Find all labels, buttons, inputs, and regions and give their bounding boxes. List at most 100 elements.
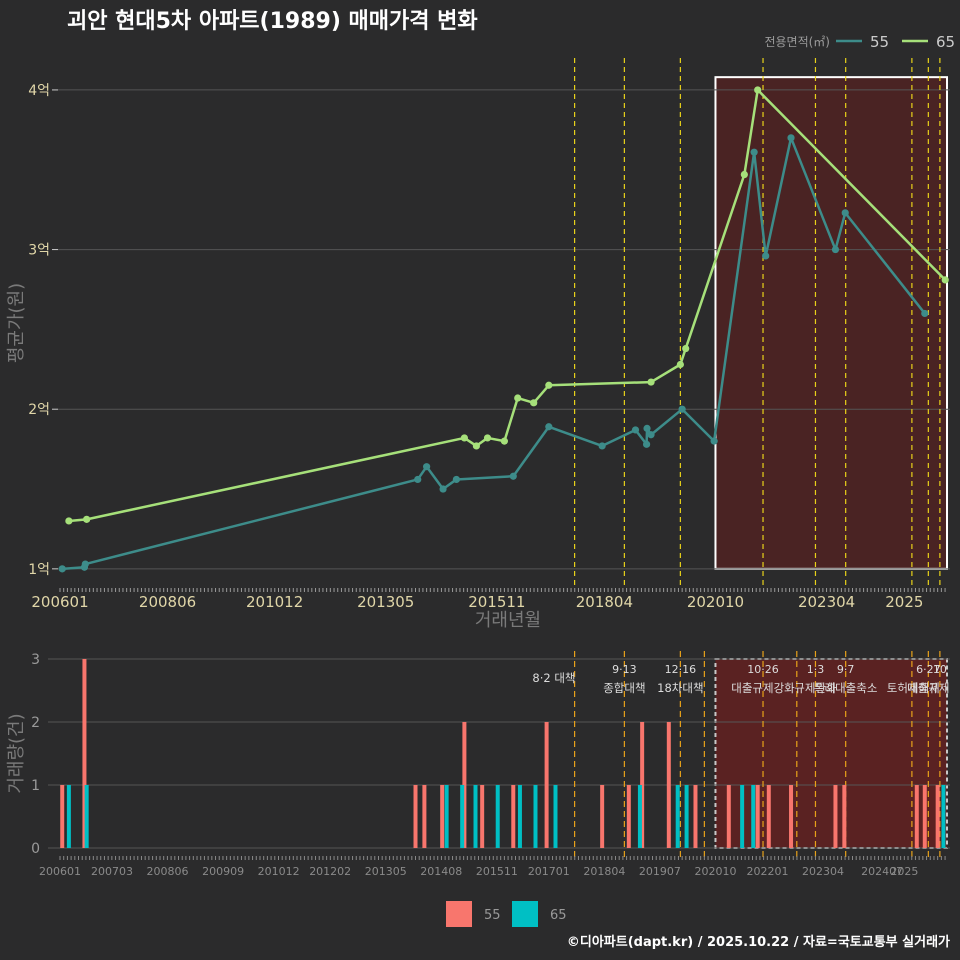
point-55-15 bbox=[710, 437, 718, 445]
bar-x-tick-label-12: 202010 bbox=[694, 865, 736, 878]
bar-65-4 bbox=[473, 785, 478, 848]
y-tick-label-0: 1억 bbox=[28, 562, 50, 578]
point-55-16 bbox=[750, 148, 758, 156]
bar-55-13 bbox=[693, 785, 698, 848]
x-tick-label-8: 2025 bbox=[885, 593, 923, 611]
bar-65-0 bbox=[66, 785, 71, 848]
point-65-13 bbox=[754, 86, 762, 94]
x-axis-title: 거래년월 bbox=[475, 610, 541, 631]
bar-legend-label-55: 55 bbox=[484, 908, 501, 923]
annotation-label-6: 토허제해제 bbox=[887, 681, 940, 695]
point-65-0 bbox=[65, 517, 73, 525]
point-55-14 bbox=[678, 405, 686, 413]
x-tick-label-1: 200806 bbox=[139, 593, 196, 611]
point-65-11 bbox=[682, 344, 690, 353]
point-55-21 bbox=[921, 309, 929, 318]
point-65-1 bbox=[83, 515, 91, 523]
bar-65-3 bbox=[460, 785, 465, 848]
series-line-55 bbox=[62, 136, 926, 571]
bar-55-16 bbox=[766, 785, 771, 848]
point-55-11 bbox=[642, 440, 651, 448]
annotation-label-1: 종합대책 bbox=[603, 681, 645, 695]
point-65-3 bbox=[472, 442, 480, 450]
annotation-date-1: 9·13 bbox=[612, 663, 637, 676]
bar-55-11 bbox=[640, 722, 645, 848]
point-55-18 bbox=[787, 134, 795, 142]
point-55-17 bbox=[762, 252, 770, 260]
point-65-2 bbox=[460, 434, 468, 442]
bar-55-21 bbox=[922, 785, 927, 848]
annotation-label-3: 대출규제강화 bbox=[731, 681, 795, 695]
point-65-4 bbox=[483, 434, 492, 442]
x-tick-label-6: 202010 bbox=[687, 593, 744, 611]
bar-65-12 bbox=[740, 785, 745, 848]
point-65-8 bbox=[545, 381, 553, 389]
bar-x-tick-label-9: 201701 bbox=[528, 865, 570, 878]
bar-65-8 bbox=[553, 785, 558, 848]
point-55-6 bbox=[452, 475, 460, 484]
point-55-9 bbox=[598, 442, 606, 450]
annotation-date-5: 9·7 bbox=[837, 663, 855, 676]
bar-55-15 bbox=[755, 785, 760, 848]
annotation-label-2: 18차대책 bbox=[657, 681, 703, 695]
bar-65-10 bbox=[675, 785, 680, 848]
bar-55-19 bbox=[842, 785, 847, 848]
x-tick-label-2: 201012 bbox=[246, 593, 303, 611]
point-65-5 bbox=[500, 437, 508, 445]
bar-y-axis-title: 거래량(건) bbox=[6, 713, 27, 793]
bar-55-10 bbox=[626, 785, 631, 848]
credit-text: ©디아파트(dapt.kr) / 2025.10.22 / 자료=국토교통부 실… bbox=[567, 934, 950, 950]
annotation-label-4: 규제완화 bbox=[794, 681, 837, 695]
bar-55-17 bbox=[789, 785, 794, 848]
bar-x-tick-label-4: 201012 bbox=[258, 865, 300, 878]
bar-55-0 bbox=[60, 785, 65, 848]
bar-55-8 bbox=[544, 722, 549, 848]
annotation-date-3: 10·26 bbox=[747, 663, 779, 676]
y-tick-label-2: 3억 bbox=[28, 243, 50, 259]
bar-legend-swatch-55 bbox=[446, 901, 472, 927]
bar-x-tick-label-3: 200909 bbox=[202, 865, 244, 878]
x-tick-label-0: 200601 bbox=[31, 593, 88, 611]
point-65-6 bbox=[514, 394, 522, 402]
legend-label-65: 65 bbox=[936, 33, 955, 51]
bar-65-6 bbox=[517, 785, 522, 848]
point-55-5 bbox=[439, 485, 447, 493]
x-tick-label-5: 201804 bbox=[576, 593, 633, 611]
bar-x-tick-label-7: 201408 bbox=[420, 865, 462, 878]
point-55-2 bbox=[81, 560, 89, 568]
bar-65-5 bbox=[495, 785, 500, 848]
bar-55-22 bbox=[935, 785, 940, 848]
bar-55-1 bbox=[82, 659, 87, 848]
bar-65-13 bbox=[751, 785, 756, 848]
bar-55-3 bbox=[422, 785, 427, 848]
bar-x-tick-label-15: 202407 bbox=[861, 865, 903, 878]
point-55-3 bbox=[414, 475, 422, 484]
bar-x-tick-label-11: 201907 bbox=[639, 865, 681, 878]
bar-x-tick-label-8: 201511 bbox=[476, 865, 518, 878]
bar-legend-label-65: 65 bbox=[550, 908, 567, 923]
bar-y-tick-label-3: 3 bbox=[31, 652, 40, 668]
bar-65-11 bbox=[684, 785, 689, 848]
bar-y-tick-label-2: 2 bbox=[31, 715, 40, 731]
point-65-10 bbox=[676, 360, 684, 369]
bar-x-tick-label-6: 201305 bbox=[365, 865, 407, 878]
annotation-date-4: 1·3 bbox=[807, 663, 825, 676]
point-55-20 bbox=[841, 209, 849, 217]
annotation-date-2: 12·16 bbox=[665, 663, 697, 676]
bar-65-14 bbox=[941, 785, 946, 848]
bar-55-20 bbox=[914, 785, 919, 848]
point-55-8 bbox=[545, 423, 553, 431]
point-55-19 bbox=[831, 245, 840, 254]
bar-x-tick-label-5: 201202 bbox=[309, 865, 351, 878]
annotation-date-7: 6·27 bbox=[916, 663, 941, 676]
bar-legend-swatch-65 bbox=[512, 901, 538, 927]
annotation-label-7: 대출규제 bbox=[907, 681, 949, 695]
annotation-date-8: 10 bbox=[933, 663, 947, 676]
point-55-10 bbox=[631, 426, 640, 434]
bar-65-7 bbox=[533, 785, 538, 848]
bar-x-tick-label-2: 200806 bbox=[147, 865, 189, 878]
point-55-12 bbox=[643, 424, 651, 432]
point-55-4 bbox=[423, 463, 431, 471]
bar-55-18 bbox=[833, 785, 838, 848]
